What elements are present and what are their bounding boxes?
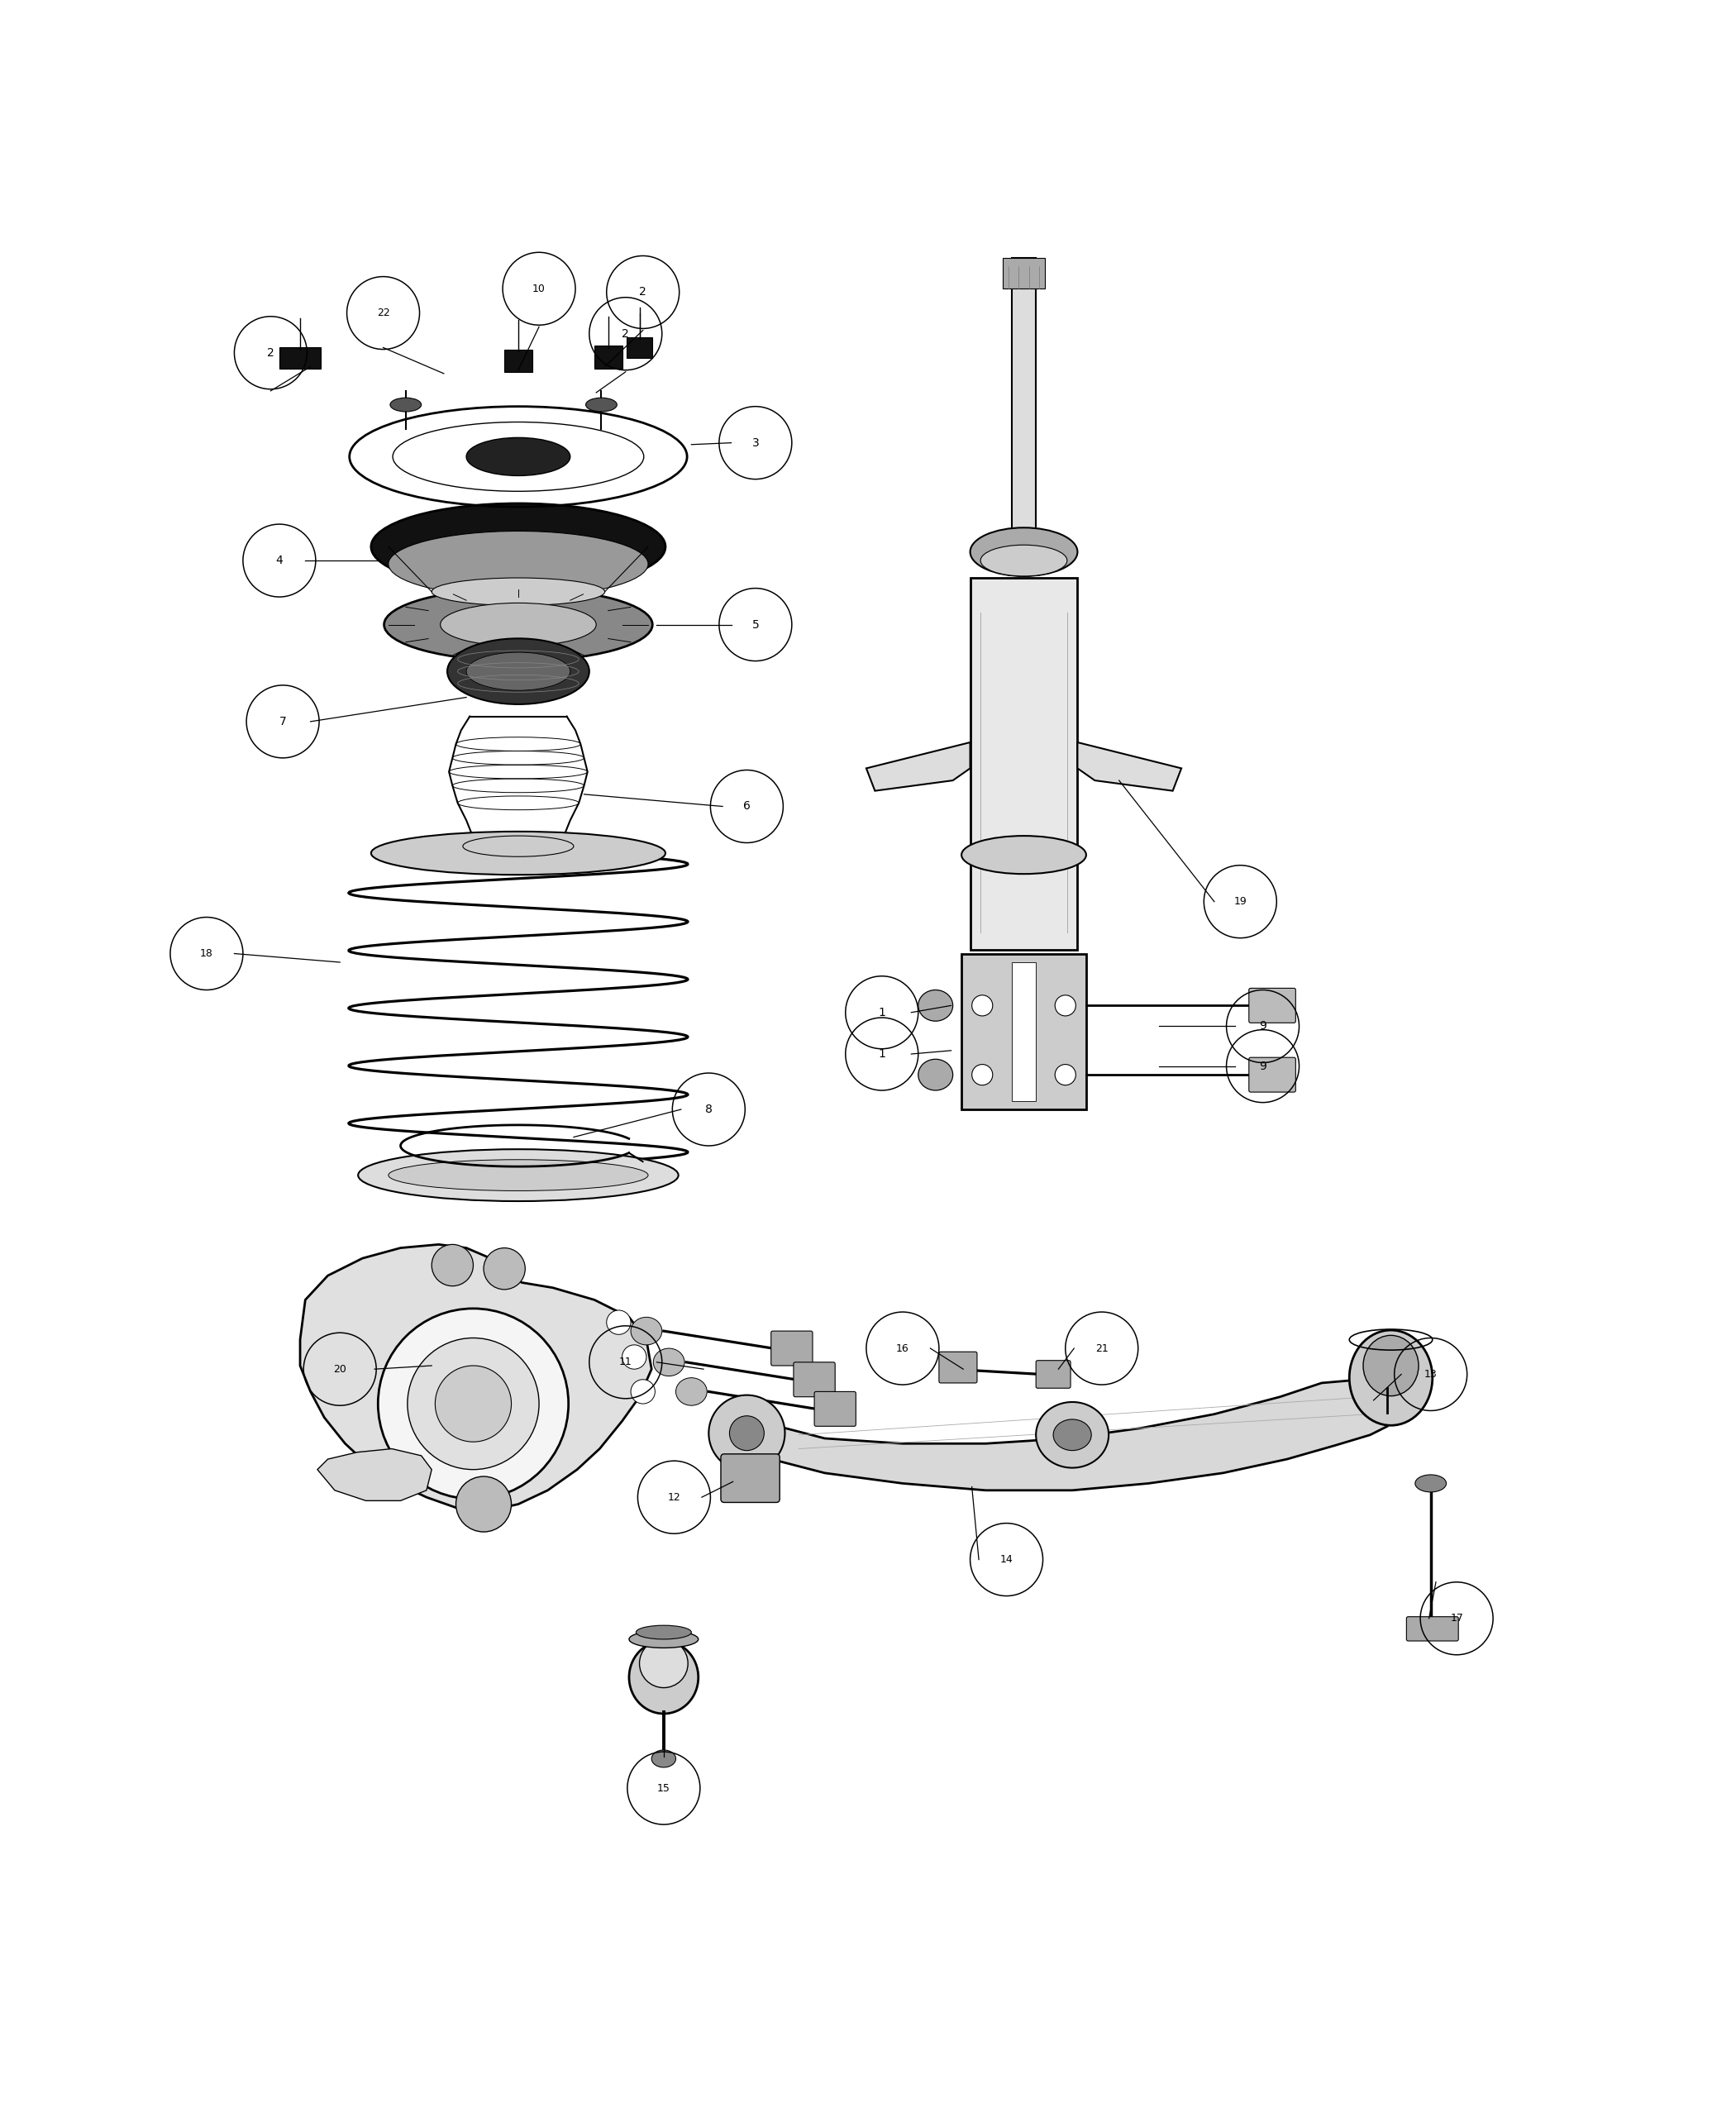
Ellipse shape [372,831,665,875]
Ellipse shape [432,578,604,605]
Text: 14: 14 [1000,1554,1014,1564]
Circle shape [606,1311,630,1334]
Ellipse shape [639,1640,687,1689]
FancyBboxPatch shape [1012,961,1036,1100]
FancyBboxPatch shape [939,1351,977,1383]
FancyBboxPatch shape [962,953,1087,1109]
Ellipse shape [635,1625,691,1640]
Text: 11: 11 [620,1358,632,1368]
Ellipse shape [391,398,422,411]
Polygon shape [318,1448,432,1501]
Text: 1: 1 [878,1048,885,1060]
Ellipse shape [441,603,595,647]
FancyBboxPatch shape [1248,989,1295,1022]
Circle shape [972,995,993,1016]
Ellipse shape [1363,1334,1418,1395]
Text: 15: 15 [658,1783,670,1794]
Ellipse shape [630,1318,661,1345]
Ellipse shape [675,1379,707,1406]
Polygon shape [866,742,970,790]
Ellipse shape [389,1159,648,1191]
Circle shape [708,1395,785,1471]
FancyBboxPatch shape [1003,257,1045,289]
Ellipse shape [448,639,589,704]
Ellipse shape [918,991,953,1020]
Text: 4: 4 [276,554,283,567]
Ellipse shape [372,504,665,590]
Text: 8: 8 [705,1105,712,1115]
Text: 1: 1 [878,1008,885,1018]
Circle shape [972,1065,993,1086]
Text: 9: 9 [1259,1020,1267,1033]
Circle shape [408,1339,540,1469]
FancyBboxPatch shape [1406,1617,1458,1640]
Text: 5: 5 [752,620,759,630]
Ellipse shape [651,1750,675,1767]
Polygon shape [1078,742,1182,790]
Text: 22: 22 [377,308,389,318]
Circle shape [378,1309,568,1499]
Text: 13: 13 [1424,1368,1437,1379]
Text: 2: 2 [639,287,646,297]
Circle shape [436,1366,512,1442]
Ellipse shape [1349,1330,1432,1425]
Circle shape [457,1476,512,1533]
Text: 3: 3 [752,436,759,449]
Text: 7: 7 [279,717,286,727]
FancyBboxPatch shape [594,346,621,369]
Ellipse shape [1415,1476,1446,1492]
Ellipse shape [962,837,1087,875]
FancyBboxPatch shape [1012,257,1036,569]
Circle shape [729,1417,764,1450]
FancyBboxPatch shape [279,348,321,369]
Text: 9: 9 [1259,1060,1267,1071]
Text: 18: 18 [200,949,214,959]
Ellipse shape [970,527,1078,575]
Polygon shape [743,1379,1391,1490]
Ellipse shape [628,1640,698,1714]
Text: 12: 12 [668,1492,681,1503]
Ellipse shape [1054,1419,1092,1450]
FancyBboxPatch shape [505,350,533,371]
Circle shape [1055,995,1076,1016]
Text: 19: 19 [1234,896,1246,906]
FancyBboxPatch shape [1248,1058,1295,1092]
FancyBboxPatch shape [771,1330,812,1366]
Circle shape [484,1248,526,1290]
FancyBboxPatch shape [1036,1360,1071,1389]
Text: 10: 10 [533,282,545,295]
Ellipse shape [464,837,573,856]
Text: 16: 16 [896,1343,910,1353]
FancyBboxPatch shape [970,578,1078,951]
Circle shape [630,1379,654,1404]
Ellipse shape [918,1058,953,1090]
FancyBboxPatch shape [720,1455,779,1503]
FancyBboxPatch shape [627,337,653,358]
Ellipse shape [585,398,616,411]
Circle shape [432,1244,474,1286]
Text: 17: 17 [1450,1613,1463,1623]
Text: 2: 2 [267,348,274,358]
Ellipse shape [981,546,1068,575]
Text: 2: 2 [621,329,628,339]
Circle shape [621,1345,646,1368]
Ellipse shape [384,588,653,662]
FancyBboxPatch shape [814,1391,856,1427]
Ellipse shape [467,651,569,691]
Circle shape [1055,1065,1076,1086]
Ellipse shape [1036,1402,1109,1467]
Text: 6: 6 [743,801,750,812]
Ellipse shape [467,438,569,476]
Ellipse shape [653,1349,684,1377]
Ellipse shape [628,1632,698,1648]
Ellipse shape [358,1149,679,1202]
Polygon shape [300,1244,651,1511]
Text: 21: 21 [1095,1343,1108,1353]
FancyBboxPatch shape [793,1362,835,1398]
Text: 20: 20 [333,1364,347,1374]
Ellipse shape [389,531,648,597]
